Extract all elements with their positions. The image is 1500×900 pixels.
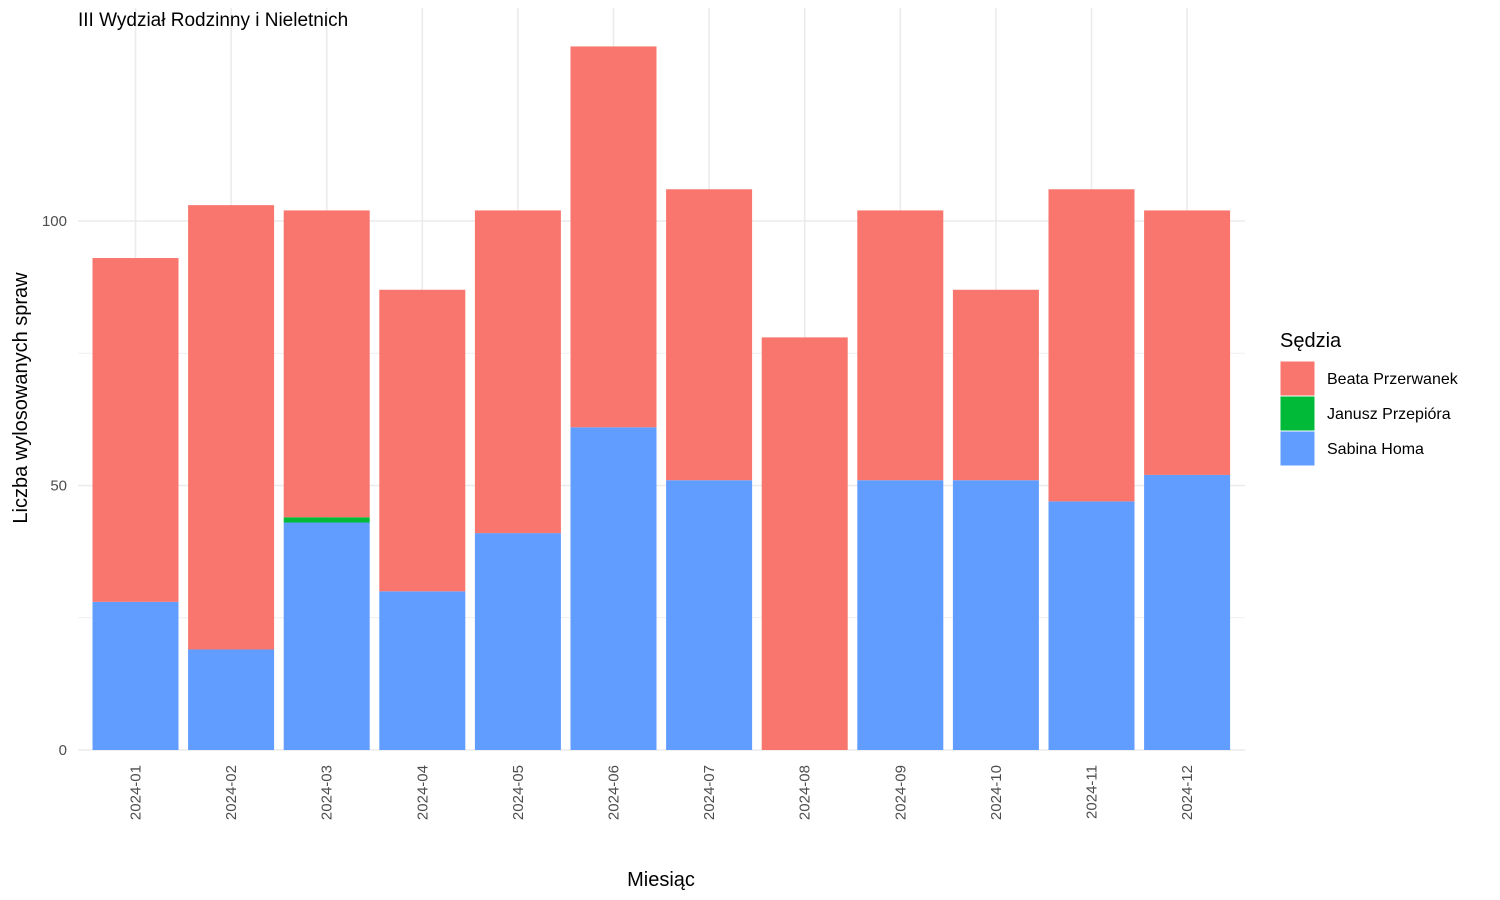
x-tick-label: 2024-06 — [606, 765, 623, 820]
x-axis-ticks: 2024-01 2024-02 2024-03 2024-04 2024-05 2024-… — [128, 765, 1197, 820]
bar-segment — [188, 649, 275, 750]
bar-segment — [1048, 501, 1135, 750]
x-tick-label: 2024-11 — [1084, 765, 1101, 819]
bar-segment — [283, 517, 370, 523]
legend-key — [1279, 395, 1316, 432]
bar-segment — [92, 601, 179, 750]
legend-label: Beata Przerwanek — [1327, 371, 1459, 388]
x-axis-title: Miesiąc — [627, 869, 695, 891]
y-tick-label: 100 — [42, 213, 67, 230]
y-tick-label: 50 — [50, 478, 67, 495]
legend-items: Beata Przerwanek Janusz Przepióra Sabina H… — [1279, 360, 1459, 467]
bar-segment — [379, 289, 466, 592]
legend: Sędzia Beata Przerwanek Janusz Przepióra S… — [1279, 330, 1459, 467]
bar-segment — [666, 480, 753, 750]
bar-segment — [570, 46, 657, 428]
y-tick-label: 0 — [59, 742, 67, 759]
bar-segment — [857, 210, 944, 481]
bar-segment — [474, 533, 561, 750]
y-axis-ticks: 0 50 100 — [42, 213, 67, 759]
bar-segment — [474, 210, 561, 534]
legend-key — [1279, 430, 1316, 467]
x-tick-label: 2024-02 — [223, 765, 240, 820]
x-tick-label: 2024-10 — [988, 765, 1005, 820]
bar-segment — [952, 480, 1039, 750]
y-axis-title: Liczba wylosowanych spraw — [10, 272, 32, 524]
bar-segment — [1144, 474, 1231, 750]
legend-label: Sabina Homa — [1327, 441, 1424, 458]
x-tick-label: 2024-07 — [701, 765, 718, 820]
x-tick-label: 2024-09 — [892, 765, 909, 820]
bar-segment — [666, 189, 753, 481]
legend-key — [1279, 360, 1316, 397]
legend-title: Sędzia — [1280, 330, 1342, 352]
x-tick-label: 2024-05 — [510, 765, 527, 820]
bar-segment — [952, 289, 1039, 481]
x-tick-label: 2024-08 — [797, 765, 814, 820]
bar-segment — [379, 591, 466, 750]
bar-segment — [1144, 210, 1231, 475]
bar-segment — [188, 205, 275, 650]
bar-segment — [1048, 189, 1135, 502]
bar-segment — [283, 522, 370, 750]
x-tick-label: 2024-03 — [319, 765, 336, 820]
bar-segment — [761, 337, 848, 750]
bars — [92, 46, 1231, 750]
chart-title: III Wydział Rodzinny i Nieletnich — [78, 10, 348, 31]
bar-segment — [570, 427, 657, 750]
bar-segment — [92, 258, 179, 602]
bar-segment — [283, 210, 370, 518]
bar-segment — [857, 480, 944, 750]
x-tick-label: 2024-04 — [414, 765, 431, 820]
x-tick-label: 2024-01 — [128, 765, 145, 820]
legend-label: Janusz Przepióra — [1327, 406, 1451, 423]
x-tick-label: 2024-12 — [1179, 765, 1196, 820]
